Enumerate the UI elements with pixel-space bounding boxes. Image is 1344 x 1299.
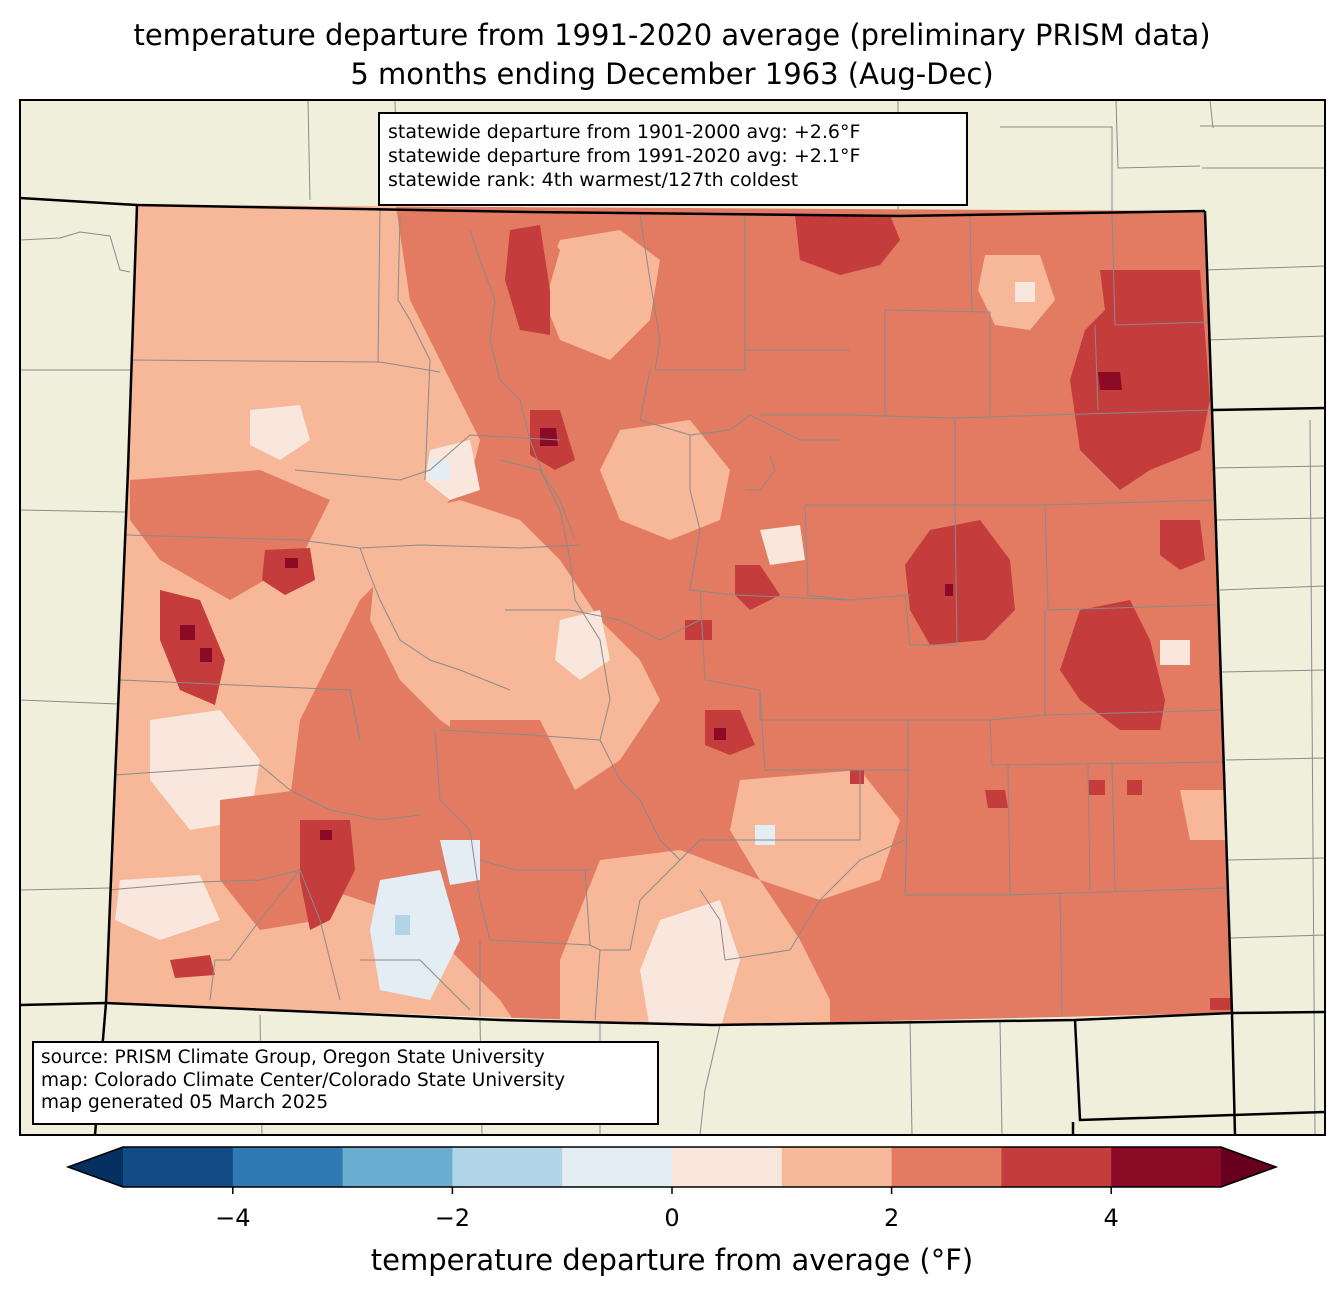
map-title-line-2: 5 months ending December 1963 (Aug-Dec)	[350, 57, 994, 91]
colorbar-bin	[891, 1147, 1002, 1187]
county-lines	[107, 209, 1229, 1021]
colorbar-bin	[452, 1147, 563, 1187]
map-frame	[19, 99, 1326, 1136]
colorbar-bin	[342, 1147, 453, 1187]
colorbar-bin	[1111, 1147, 1222, 1187]
colorbar-label: temperature departure from average (°F)	[370, 1243, 974, 1277]
colorbar-bin	[123, 1147, 234, 1187]
colorbar-tick-label: 4	[1103, 1204, 1119, 1232]
stats-line-3: statewide rank: 4th warmest/127th coldes…	[388, 169, 799, 191]
stats-line-2: statewide departure from 1991-2020 avg: …	[388, 145, 861, 167]
credits-box: source: PRISM Climate Group, Oregon Stat…	[32, 1041, 659, 1125]
credits-line-3: map generated 05 March 2025	[41, 1092, 329, 1113]
colorbar	[65, 1146, 1279, 1194]
statewide-stats-box: statewide departure from 1901-2000 avg: …	[378, 112, 968, 206]
colorbar-bin	[1001, 1147, 1112, 1187]
colorbar-under-arrow	[68, 1147, 123, 1187]
colorbar-tick-label: 0	[664, 1204, 680, 1232]
colorbar-bin	[232, 1147, 344, 1187]
colorbar-tick-label: −4	[215, 1204, 251, 1232]
credits-line-2: map: Colorado Climate Center/Colorado St…	[41, 1069, 566, 1091]
colorbar-tick-label: 2	[883, 1204, 900, 1232]
colorbar-bin	[672, 1147, 783, 1187]
colorbar-over-arrow	[1221, 1147, 1276, 1187]
map-title-line-1: temperature departure from 1991-2020 ave…	[133, 18, 1211, 52]
colorbar-bin	[562, 1147, 673, 1187]
colorbar-tick-label: −2	[434, 1204, 471, 1232]
colorbar-outline	[65, 1146, 1279, 1188]
credits-line-1: source: PRISM Climate Group, Oregon Stat…	[41, 1047, 545, 1068]
temperature-field	[106, 205, 1232, 1025]
stats-line-1: statewide departure from 1901-2000 avg: …	[388, 121, 861, 143]
colorbar-bin	[781, 1147, 893, 1187]
